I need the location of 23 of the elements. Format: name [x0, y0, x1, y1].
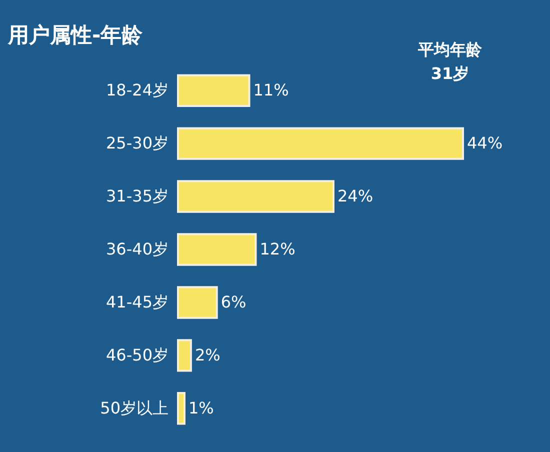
- y-tick-label: 41-45岁: [106, 292, 168, 312]
- data-label: 2%: [194, 345, 220, 364]
- y-tick-label: 25-30岁: [106, 134, 168, 153]
- data-label: 24%: [337, 186, 374, 206]
- y-tick-label: 31-35岁: [106, 186, 168, 206]
- y-tick-label: 46-50岁: [106, 345, 168, 364]
- bar: [177, 392, 186, 425]
- bar: [177, 74, 250, 107]
- data-label: 6%: [220, 292, 246, 312]
- y-tick-label: 18-24岁: [106, 80, 168, 100]
- chart-title: 用户属性-年龄: [7, 23, 144, 47]
- bar: [177, 286, 218, 319]
- data-label: 12%: [260, 240, 296, 258]
- bar: [177, 339, 192, 372]
- bar: [177, 127, 464, 160]
- annotation: 平均年龄 31岁: [417, 39, 483, 85]
- bar: [177, 233, 257, 266]
- data-label: 1%: [188, 398, 214, 418]
- bar: [177, 180, 334, 213]
- y-tick-label: 36-40岁: [106, 240, 168, 258]
- y-tick-label: 50岁以上: [100, 398, 168, 418]
- data-label: 44%: [467, 134, 503, 153]
- data-label: 11%: [253, 80, 289, 100]
